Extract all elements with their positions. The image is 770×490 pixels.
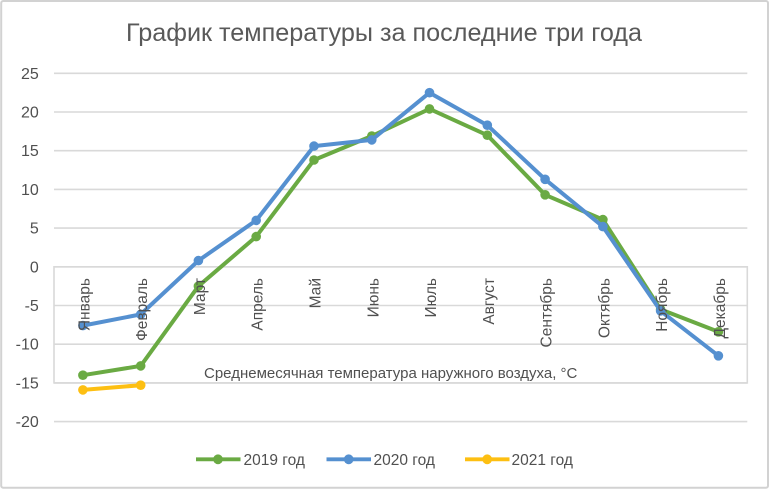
svg-text:Январь: Январь: [76, 278, 93, 331]
svg-text:-15: -15: [16, 375, 39, 392]
svg-text:Август: Август: [481, 278, 498, 325]
svg-text:15: 15: [21, 143, 39, 160]
svg-text:Ноябрь: Ноябрь: [654, 278, 671, 332]
svg-text:Май: Май: [308, 278, 325, 308]
svg-text:Декабрь: Декабрь: [712, 278, 729, 338]
svg-text:Среднемесячная температура нар: Среднемесячная температура наружного воз…: [204, 365, 578, 382]
svg-text:2020 год: 2020 год: [374, 452, 435, 469]
svg-text:-10: -10: [16, 337, 39, 354]
svg-text:2021 год: 2021 год: [512, 452, 573, 469]
svg-text:Март: Март: [192, 278, 209, 315]
svg-text:0: 0: [30, 259, 39, 276]
svg-text:20: 20: [21, 105, 39, 122]
svg-text:-5: -5: [25, 298, 39, 315]
svg-text:График температуры за последни: График температуры за последние три года: [126, 19, 643, 47]
svg-text:Июль: Июль: [423, 278, 440, 318]
svg-text:2019 год: 2019 год: [244, 452, 305, 469]
svg-text:5: 5: [30, 221, 39, 238]
svg-text:Февраль: Февраль: [134, 278, 151, 341]
svg-text:Июнь: Июнь: [365, 278, 382, 317]
svg-text:Апрель: Апрель: [250, 278, 267, 331]
svg-text:Сентябрь: Сентябрь: [539, 278, 556, 347]
svg-text:25: 25: [21, 66, 39, 83]
svg-text:-20: -20: [16, 414, 39, 431]
svg-text:Октябрь: Октябрь: [596, 278, 613, 338]
svg-text:10: 10: [21, 182, 39, 199]
